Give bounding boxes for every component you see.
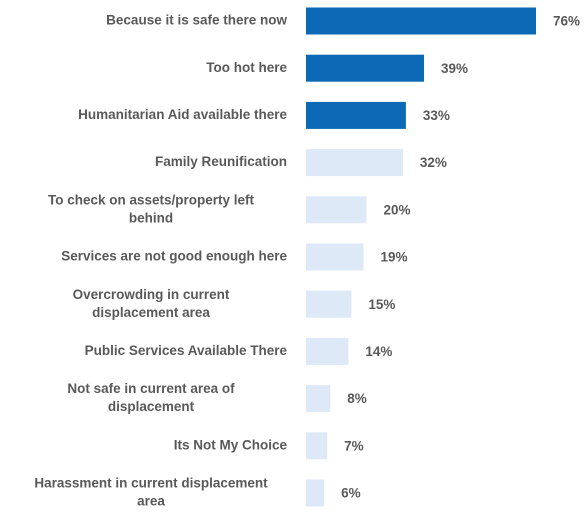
value-label-3: 32%	[420, 155, 447, 170]
category-label-9: Its Not My Choice	[174, 437, 288, 452]
value-label-10: 6%	[341, 486, 361, 501]
value-label-5: 19%	[381, 250, 408, 265]
category-label-10-line-1: area	[137, 494, 165, 509]
category-label-4-line-1: behind	[129, 210, 173, 225]
bar-1	[306, 54, 425, 82]
value-label-4: 20%	[384, 202, 411, 217]
value-label-1: 39%	[441, 61, 468, 76]
category-label-5: Services are not good enough here	[61, 249, 287, 264]
value-label-2: 33%	[423, 108, 450, 123]
bar-4	[306, 196, 367, 224]
bar-5	[306, 243, 364, 271]
category-label-1: Too hot here	[206, 60, 287, 75]
category-label-10-line-0: Harassment in current displacement	[34, 476, 268, 491]
value-label-6: 15%	[368, 297, 395, 312]
category-label-6-line-0: Overcrowding in current	[73, 287, 230, 302]
bar-10	[306, 479, 325, 507]
value-label-0: 76%	[553, 14, 580, 29]
bar-0	[306, 7, 536, 35]
bar-3	[306, 149, 403, 177]
bar-9	[306, 432, 328, 460]
value-label-9: 7%	[344, 438, 364, 453]
category-label-6-line-1: displacement area	[92, 305, 210, 320]
bar-7	[306, 337, 349, 365]
bar-8	[306, 385, 331, 413]
category-label-0: Because it is safe there now	[106, 13, 287, 28]
value-label-7: 14%	[365, 344, 392, 359]
category-label-7: Public Services Available There	[85, 343, 288, 358]
value-label-8: 8%	[347, 391, 367, 406]
bar-6	[306, 290, 352, 318]
category-label-2: Humanitarian Aid available there	[78, 107, 287, 122]
category-label-4-line-0: To check on assets/property left	[48, 192, 255, 207]
bar-2	[306, 101, 406, 129]
category-label-3: Family Reunification	[155, 154, 287, 169]
category-label-8-line-1: displacement	[108, 399, 195, 414]
category-label-8-line-0: Not safe in current area of	[67, 381, 235, 396]
